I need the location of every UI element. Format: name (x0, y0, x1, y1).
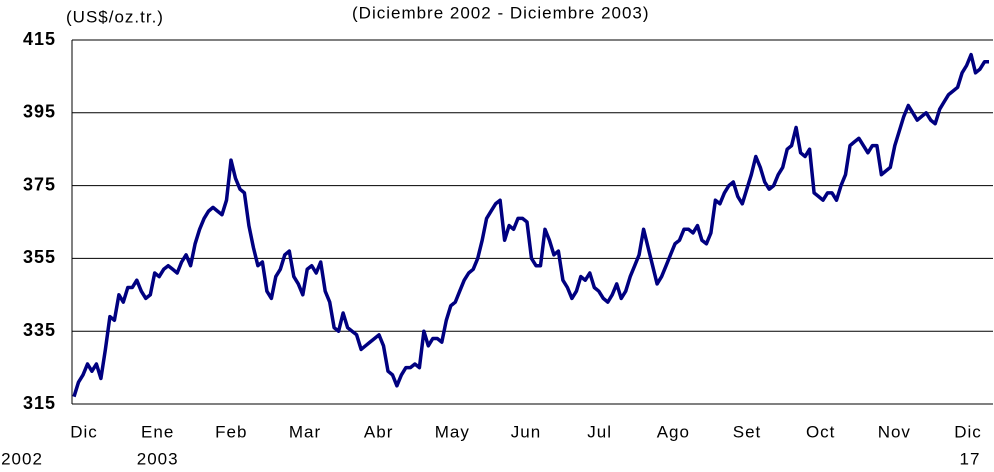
y-tick-label: 315 (23, 393, 56, 413)
x-tick-label: Ago (657, 422, 690, 441)
x-tick-label: Mar (289, 422, 321, 441)
y-tick-label: 415 (23, 29, 56, 49)
y-tick-label: 355 (23, 247, 56, 267)
x-tick-label: Nov (878, 422, 911, 441)
x-tick-label-year: 2003 (137, 449, 179, 468)
y-tick-label: 335 (23, 320, 56, 340)
x-tick-label: Dic (954, 422, 982, 441)
x-tick-label: Dic (70, 422, 98, 441)
y-tick-label: 375 (23, 174, 56, 194)
x-tick-label: Set (733, 422, 762, 441)
x-tick-label-year: 2002 (1, 449, 43, 468)
price-line (72, 52, 989, 398)
chart-title: (Diciembre 2002 - Diciembre 2003) (352, 3, 650, 22)
x-tick-label: Jun (511, 422, 541, 441)
x-tick-label: Oct (806, 422, 835, 441)
x-tick-label: Feb (215, 422, 247, 441)
x-tick-label: Jul (587, 422, 612, 441)
y-tick-label: 395 (23, 102, 56, 122)
x-tick-label: Abr (364, 422, 393, 441)
y-axis-unit: (US$/oz.tr.) (66, 7, 164, 26)
x-tick-label: Ene (141, 422, 174, 441)
x-tick-label-year: 17 (960, 449, 981, 468)
x-tick-label: May (435, 422, 470, 441)
